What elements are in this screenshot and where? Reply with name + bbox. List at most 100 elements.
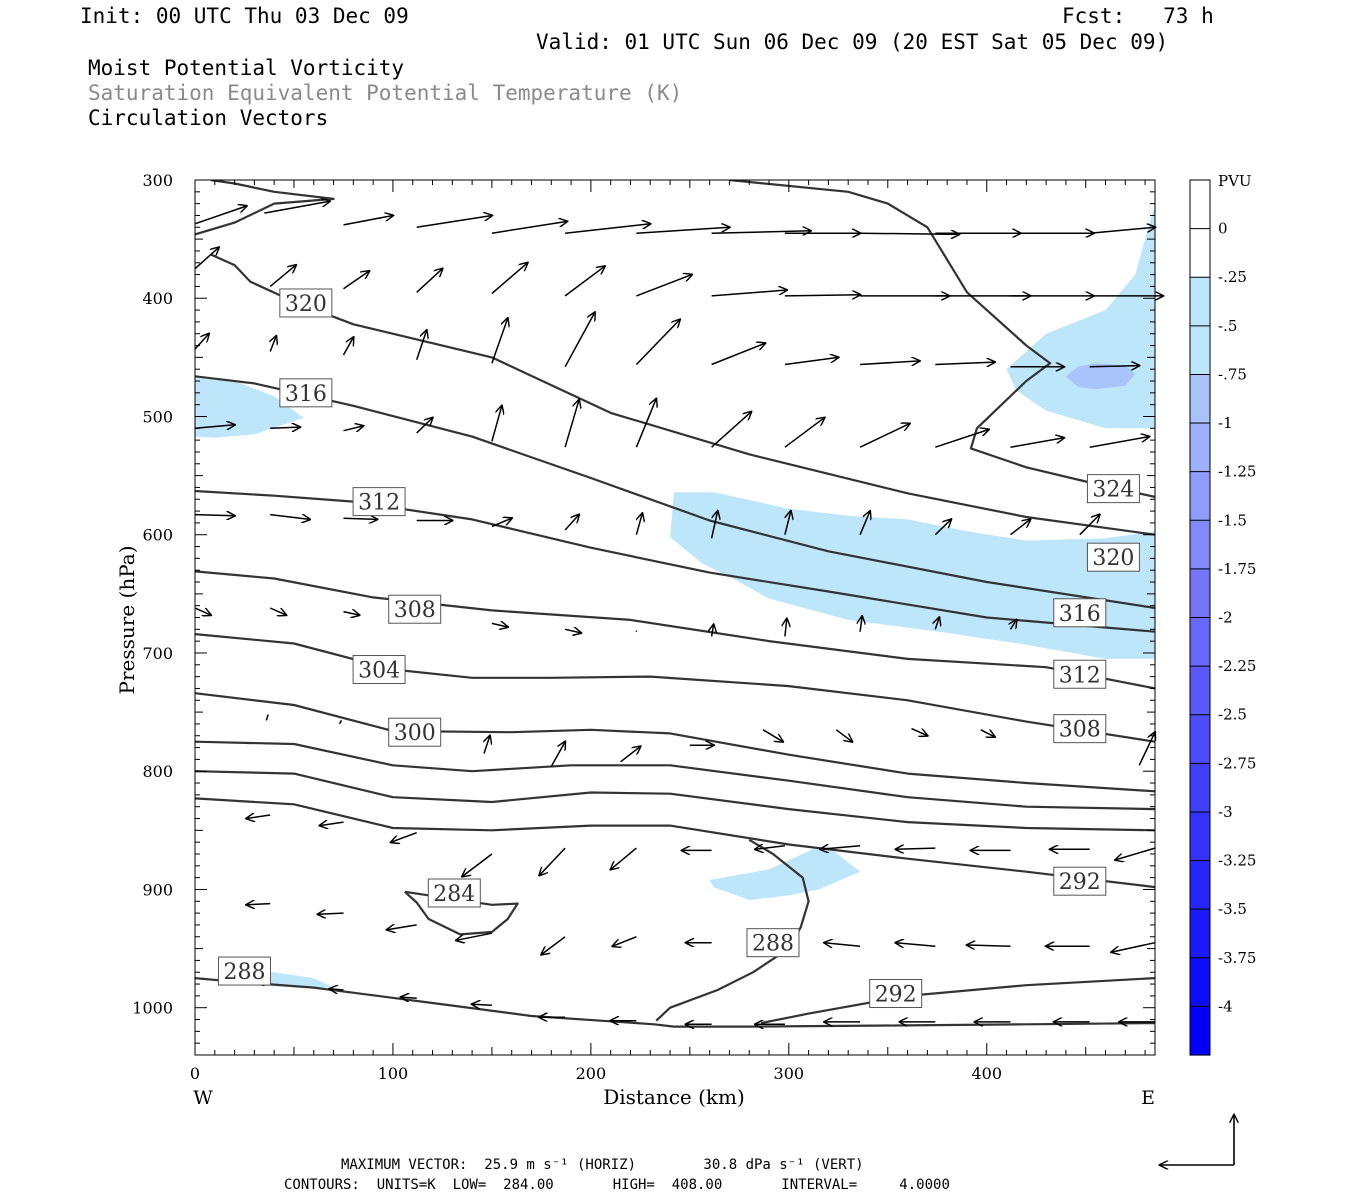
east-label: E <box>1141 1087 1155 1109</box>
field-title-vectors: Circulation Vectors <box>88 106 329 130</box>
contour-label-text: 300 <box>394 721 436 746</box>
y-tick-label: 600 <box>142 526 173 545</box>
circulation-vector <box>387 925 417 930</box>
colorbar-label: -2.5 <box>1218 706 1247 724</box>
y-tick-label: 400 <box>142 289 173 308</box>
circulation-vector <box>712 625 714 637</box>
colorbar-label: -1.25 <box>1218 463 1256 481</box>
colorbar-swatch <box>1190 568 1210 619</box>
colorbar-label: -2 <box>1218 609 1233 627</box>
colorbar-label: -1.75 <box>1218 560 1256 578</box>
circulation-vector <box>967 945 1011 946</box>
circulation-vector <box>269 607 286 615</box>
contour-label-text: 324 <box>1092 478 1134 503</box>
circulation-vector <box>270 336 276 352</box>
circulation-vector <box>1089 227 1155 234</box>
circulation-vector <box>415 330 427 360</box>
theta-e-contour <box>195 740 1155 811</box>
circulation-vector <box>564 312 595 368</box>
valid-time: Valid: 01 UTC Sun 06 Dec 09 (20 EST Sat … <box>536 30 1169 54</box>
circulation-vector <box>755 846 785 850</box>
y-tick-label: 700 <box>142 644 173 663</box>
circulation-vector <box>194 206 247 225</box>
circulation-vector <box>821 846 861 850</box>
x-tick-label: 100 <box>378 1064 409 1083</box>
circulation-vector <box>711 343 766 366</box>
pv-region <box>1006 203 1155 429</box>
circulation-vector <box>711 412 752 448</box>
colorbar-swatch <box>1190 811 1210 862</box>
contour-label: 316 <box>1053 598 1107 628</box>
max-vector-note: MAXIMUM VECTOR: 25.9 m s⁻¹ (HORIZ) 30.8 … <box>341 1157 864 1173</box>
contour-label-text: 312 <box>358 491 400 516</box>
circulation-vector <box>636 513 642 535</box>
contour-label: 312 <box>352 487 406 517</box>
circulation-vector <box>541 936 566 955</box>
circulation-vector <box>343 271 370 290</box>
theta-e-contour <box>195 797 1155 889</box>
colorbar-label: -2.25 <box>1218 657 1256 675</box>
contour-label: 292 <box>1053 866 1107 896</box>
circulation-vector <box>401 997 417 998</box>
contour-label: 308 <box>388 594 442 624</box>
contour-label-text: 316 <box>1059 602 1101 627</box>
circulation-vector <box>784 511 791 535</box>
pv-region <box>1065 363 1136 390</box>
circulation-vector <box>550 742 565 767</box>
colorbar-swatch <box>1190 666 1210 716</box>
circulation-vector <box>784 295 860 296</box>
circulation-vector <box>318 913 344 914</box>
contour-label-text: 284 <box>433 882 475 907</box>
contour-label-text: 308 <box>394 598 436 623</box>
colorbar-swatch <box>1190 423 1210 473</box>
contour-label: 288 <box>217 956 271 986</box>
circulation-vector <box>416 216 492 229</box>
circulation-vector <box>1010 438 1064 448</box>
colorbar-label: -.75 <box>1218 365 1247 383</box>
colorbar-label: -2.75 <box>1218 754 1256 772</box>
y-tick-label: 500 <box>142 407 173 426</box>
colorbar-swatch <box>1190 180 1210 230</box>
colorbar-swatch <box>1190 763 1210 813</box>
colorbar-swatch <box>1190 860 1210 910</box>
colorbar-swatch <box>1190 228 1210 278</box>
circulation-vector <box>935 362 994 364</box>
circulation-vector <box>462 853 493 877</box>
x-tick-label: 400 <box>971 1064 1002 1083</box>
circulation-vector <box>416 269 443 293</box>
circulation-vector <box>934 519 951 536</box>
contour-label: 304 <box>352 655 406 685</box>
y-tick-label: 800 <box>142 762 173 781</box>
circulation-vector <box>762 729 783 742</box>
colorbar-label: -.5 <box>1218 317 1237 335</box>
contour-label-text: 320 <box>285 292 327 317</box>
circulation-vector <box>338 720 343 725</box>
contour-label-text: 316 <box>285 382 327 407</box>
west-label: W <box>193 1087 213 1109</box>
colorbar-label: -1 <box>1218 414 1233 432</box>
circulation-vector <box>1115 847 1156 860</box>
circulation-vector <box>1010 519 1031 536</box>
forecast-hour: Fcst: 73 h <box>1062 4 1214 28</box>
circulation-vector <box>784 418 825 448</box>
circulation-vector <box>620 746 641 763</box>
colorbar-swatch <box>1190 325 1210 375</box>
colorbar-label: -1.5 <box>1218 511 1247 529</box>
contour-label: 324 <box>1086 474 1140 504</box>
circulation-vector <box>343 612 360 616</box>
reference-vector-icon <box>1160 1115 1234 1165</box>
pv-colorbar: 0 -.25 -.5 -.75 -1 -1.25 -1.5 -1.75 -2 -2.25 -2.5 -… <box>1189 179 1256 1056</box>
contour-info: CONTOURS: UNITS=K LOW= 284.00 HIGH= 408.… <box>284 1177 950 1193</box>
circulation-vector <box>636 227 729 234</box>
circulation-vector <box>416 418 433 434</box>
circulation-vector <box>565 224 650 234</box>
circulation-vector <box>1011 620 1017 630</box>
circulation-vector <box>265 714 269 721</box>
field-title-mpv: Moist Potential Vorticity <box>88 56 405 80</box>
circulation-vector <box>711 231 811 233</box>
colorbar-swatch <box>1190 617 1210 667</box>
circulation-vector <box>343 216 393 226</box>
circulation-vector <box>270 513 310 520</box>
init-time: Init: 00 UTC Thu 03 Dec 09 <box>80 4 409 28</box>
